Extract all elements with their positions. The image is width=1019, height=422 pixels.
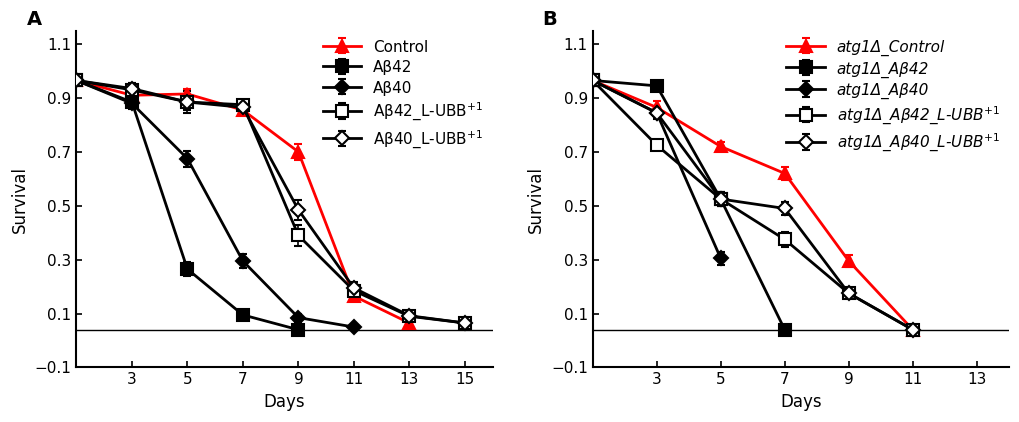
X-axis label: Days: Days [264,393,305,411]
Y-axis label: Survival: Survival [11,165,30,233]
Text: B: B [542,11,557,30]
Text: A: A [26,11,42,30]
Y-axis label: Survival: Survival [527,165,545,233]
Legend: atg1Δ_Control, atg1Δ_Aβ42, atg1Δ_Aβ40, atg1Δ_Aβ42_L-UBB$^{+1}$, atg1Δ_Aβ40_L-UBB: atg1Δ_Control, atg1Δ_Aβ42, atg1Δ_Aβ40, a… [780,34,1005,160]
X-axis label: Days: Days [780,393,820,411]
Legend: Control, Aβ42, Aβ40, Aβ42_L-UBB$^{+1}$, Aβ40_L-UBB$^{+1}$: Control, Aβ42, Aβ40, Aβ42_L-UBB$^{+1}$, … [317,34,489,157]
